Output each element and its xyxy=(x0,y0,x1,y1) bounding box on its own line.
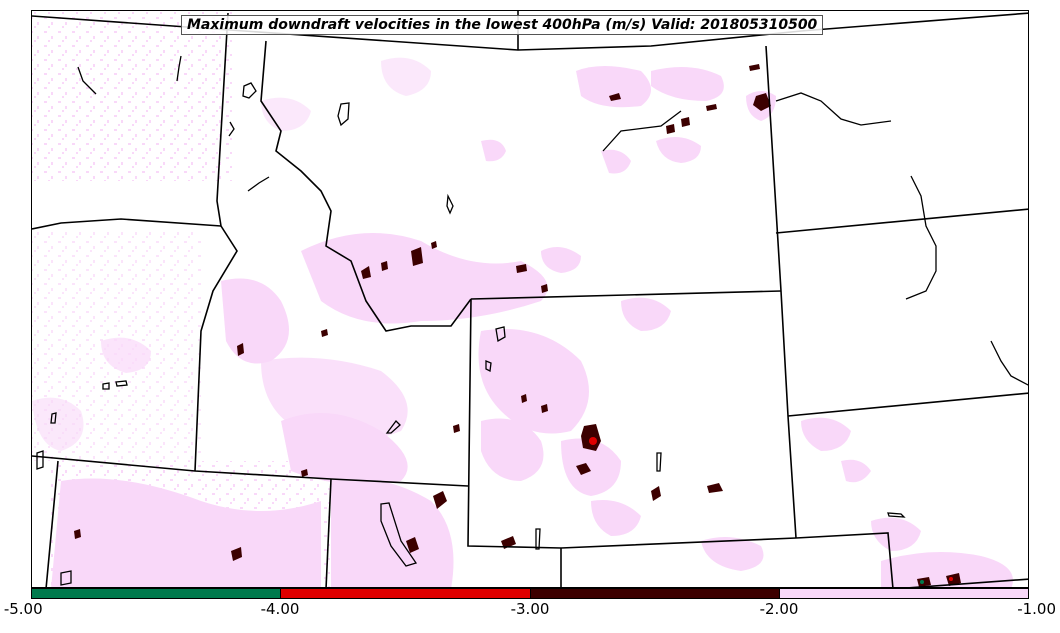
water-features xyxy=(36,55,1028,586)
map-title: Maximum downdraft velocities in the lowe… xyxy=(181,15,824,35)
map-frame xyxy=(31,10,1029,588)
light-downdraft-field xyxy=(32,11,1013,587)
colorbar xyxy=(31,588,1029,599)
red-downdraft-cores xyxy=(589,437,953,581)
colorbar-tick-label: -1.00 xyxy=(1017,600,1056,618)
dark-downdraft-field xyxy=(74,64,961,587)
colorbar-bin-3 xyxy=(779,589,1028,598)
state-boundaries xyxy=(32,11,1028,587)
colorbar-tick-label: -2.00 xyxy=(759,600,799,618)
colorbar-bin-1 xyxy=(281,589,531,598)
colorbar-bin-2 xyxy=(530,589,780,598)
map-canvas xyxy=(32,11,1028,587)
colorbar-tick-label: -4.00 xyxy=(260,600,300,618)
colorbar-bin-0 xyxy=(32,589,282,598)
colorbar-tick-label: -5.00 xyxy=(3,600,43,618)
green-downdraft-core xyxy=(920,580,924,584)
colorbar-tick-label: -3.00 xyxy=(510,600,550,618)
